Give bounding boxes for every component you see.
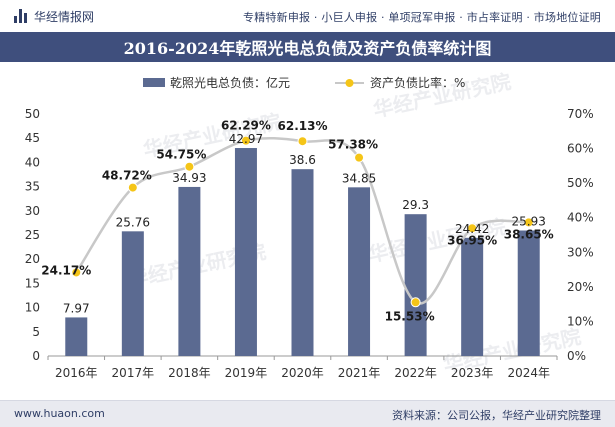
data-labels: 7.97 25.76 34.93 42.97 38.6 34.85 29.3 24.42 25.… [41, 119, 553, 324]
y-left-tick-label: 35 [25, 180, 40, 194]
top-links[interactable]: 专精特新申报 · 小巨人申报 · 单项冠军申报 · 市占率证明 · 市场地位证明 [243, 11, 601, 24]
ratio-marker [71, 267, 82, 278]
x-tick-label: 2018年 [168, 366, 211, 380]
footer: www.huaon.com 资料来源：公司公报，华经产业研究院整理 [0, 400, 615, 427]
bar-value-label: 38.6 [289, 153, 316, 167]
site-name: 华经情报网 [34, 9, 95, 24]
legend-bar-label: 乾照光电总负债：亿元 [170, 75, 290, 90]
ratio-marker [127, 182, 138, 193]
legend: 乾照光电总负债：亿元 资产负债比率：% [143, 75, 465, 90]
ratio-marker [523, 217, 534, 228]
bar-series [65, 148, 540, 356]
top-bar: 华经情报网 专精特新申报 · 小巨人申报 · 单项冠军申报 · 市占率证明 · … [0, 0, 615, 32]
site-logo[interactable]: 华经情报网 [14, 9, 95, 24]
bar [234, 148, 257, 356]
y-left-tick-label: 5 [32, 325, 40, 339]
y-left-tick-label: 50 [25, 107, 40, 121]
bar [404, 214, 427, 356]
bar-value-label: 24.42 [455, 222, 489, 236]
x-tick-label: 2021年 [338, 366, 381, 380]
ratio-marker [467, 223, 478, 234]
bar [291, 169, 314, 356]
y-right-tick-label: 50% [567, 176, 594, 190]
bar [461, 237, 484, 356]
chart-title: 2016-2024年乾照光电总负债及资产负债率统计图 [0, 32, 615, 62]
legend-line-marker [345, 79, 354, 87]
bar-value-label: 34.85 [342, 171, 376, 185]
ratio-value-label: 54.75% [156, 148, 206, 162]
ratio-value-label: 48.72% [102, 169, 152, 183]
y-left-tick-label: 40 [25, 155, 40, 169]
y-left-tick-label: 45 [25, 131, 40, 145]
y-left-tick-label: 25 [25, 228, 40, 242]
x-tick-label: 2017年 [112, 366, 155, 380]
y-left-tick-label: 20 [25, 252, 40, 266]
bar-value-label: 25.76 [116, 215, 150, 229]
x-tick-label: 2020年 [281, 366, 324, 380]
ratio-value-label: 62.13% [278, 119, 328, 133]
y-right-tick-label: 30% [567, 245, 594, 259]
ratio-value-label: 38.65% [504, 227, 554, 241]
y-right-tick-label: 40% [567, 211, 594, 225]
bar [178, 186, 201, 356]
bar-value-label: 25.93 [512, 214, 546, 228]
bar [65, 317, 88, 356]
ratio-marker [240, 135, 251, 146]
ratio-value-label: 24.17% [41, 263, 91, 277]
line-series [71, 135, 534, 308]
x-tick-label: 2024年 [507, 366, 550, 380]
y-right-tick-label: 20% [567, 280, 594, 294]
ratio-value-label: 36.95% [447, 233, 497, 247]
bar [121, 231, 144, 356]
y-left-tick-label: 15 [25, 276, 40, 290]
x-tick-label: 2016年 [55, 366, 98, 380]
y-left-tick-label: 10 [25, 301, 40, 315]
y-right-tick-label: 60% [567, 142, 594, 156]
y-right-tick-label: 10% [567, 314, 594, 328]
legend-bar-swatch [143, 78, 165, 87]
bar-value-label: 7.97 [63, 301, 90, 315]
bar [348, 187, 371, 356]
x-tick-label: 2022年 [394, 366, 437, 380]
ratio-marker [410, 297, 421, 308]
bar-value-label: 42.97 [229, 132, 263, 146]
y-right-tick-label: 70% [567, 107, 594, 121]
legend-line-label: 资产负债比率：% [370, 75, 465, 90]
ratio-marker [184, 161, 195, 172]
ratio-value-label: 57.38% [328, 138, 378, 152]
y-left-tick-label: 30 [25, 204, 40, 218]
ratio-line [75, 136, 529, 305]
bar-value-label: 29.3 [402, 198, 429, 212]
footer-url[interactable]: www.huaon.com [14, 407, 105, 420]
chart-area: 华经产业研究院华经产业研究院华经产业研究院华经产业研究院华经产业研究院 乾照光电… [25, 69, 594, 380]
x-tick-label: 2023年 [451, 366, 494, 380]
y-right-tick-label: 0% [567, 349, 586, 363]
ratio-marker [297, 136, 308, 147]
ratio-value-label: 15.53% [385, 309, 435, 323]
footer-source: 资料来源：公司公报，华经产业研究院整理 [392, 409, 601, 422]
logo-bars-icon [14, 9, 28, 23]
bar-value-label: 34.93 [172, 171, 206, 185]
bar [517, 230, 540, 356]
y-left-tick-label: 0 [32, 349, 40, 363]
ratio-value-label: 62.29% [221, 119, 271, 133]
ratio-marker [354, 152, 365, 163]
x-tick-label: 2019年 [225, 366, 268, 380]
